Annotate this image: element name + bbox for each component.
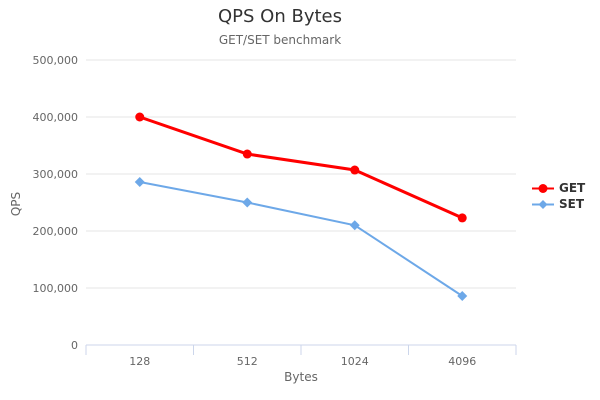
x-tick-label: 128 [129, 355, 150, 368]
y-tick-label: 400,000 [33, 111, 79, 124]
legend-label-set: SET [559, 197, 585, 211]
data-point-set-1024[interactable] [349, 220, 360, 231]
x-tick-label: 4096 [448, 355, 476, 368]
series-line-set [139, 180, 463, 297]
series-line-get [139, 115, 463, 220]
y-tick-label: 0 [71, 339, 78, 352]
legend: GET SET [532, 181, 585, 211]
y-tick-label: 200,000 [33, 225, 79, 238]
data-point-get-128[interactable] [135, 112, 145, 122]
x-axis-title: Bytes [284, 370, 318, 384]
data-point-set-512[interactable] [242, 197, 253, 208]
legend-item-get[interactable]: GET [532, 181, 585, 195]
x-tick-label: 1024 [341, 355, 369, 368]
chart-title: QPS On Bytes [218, 6, 342, 27]
y-tick-label: 300,000 [33, 168, 79, 181]
chart-subtitle: GET/SET benchmark [218, 33, 342, 47]
data-point-get-1024[interactable] [350, 165, 360, 175]
data-point-get-512[interactable] [242, 149, 252, 159]
data-point-set-128[interactable] [134, 176, 145, 187]
legend-item-set[interactable]: SET [532, 197, 585, 211]
x-tick-label: 512 [237, 355, 258, 368]
legend-marker-diamond-icon [532, 199, 554, 209]
legend-label-get: GET [559, 181, 586, 195]
legend-marker-circle-icon [532, 183, 554, 193]
data-point-get-4096[interactable] [457, 213, 467, 223]
data-point-set-4096[interactable] [457, 290, 468, 301]
y-tick-label: 100,000 [33, 282, 79, 295]
y-axis-title: QPS [9, 191, 23, 217]
y-tick-label: 500,000 [33, 54, 79, 67]
